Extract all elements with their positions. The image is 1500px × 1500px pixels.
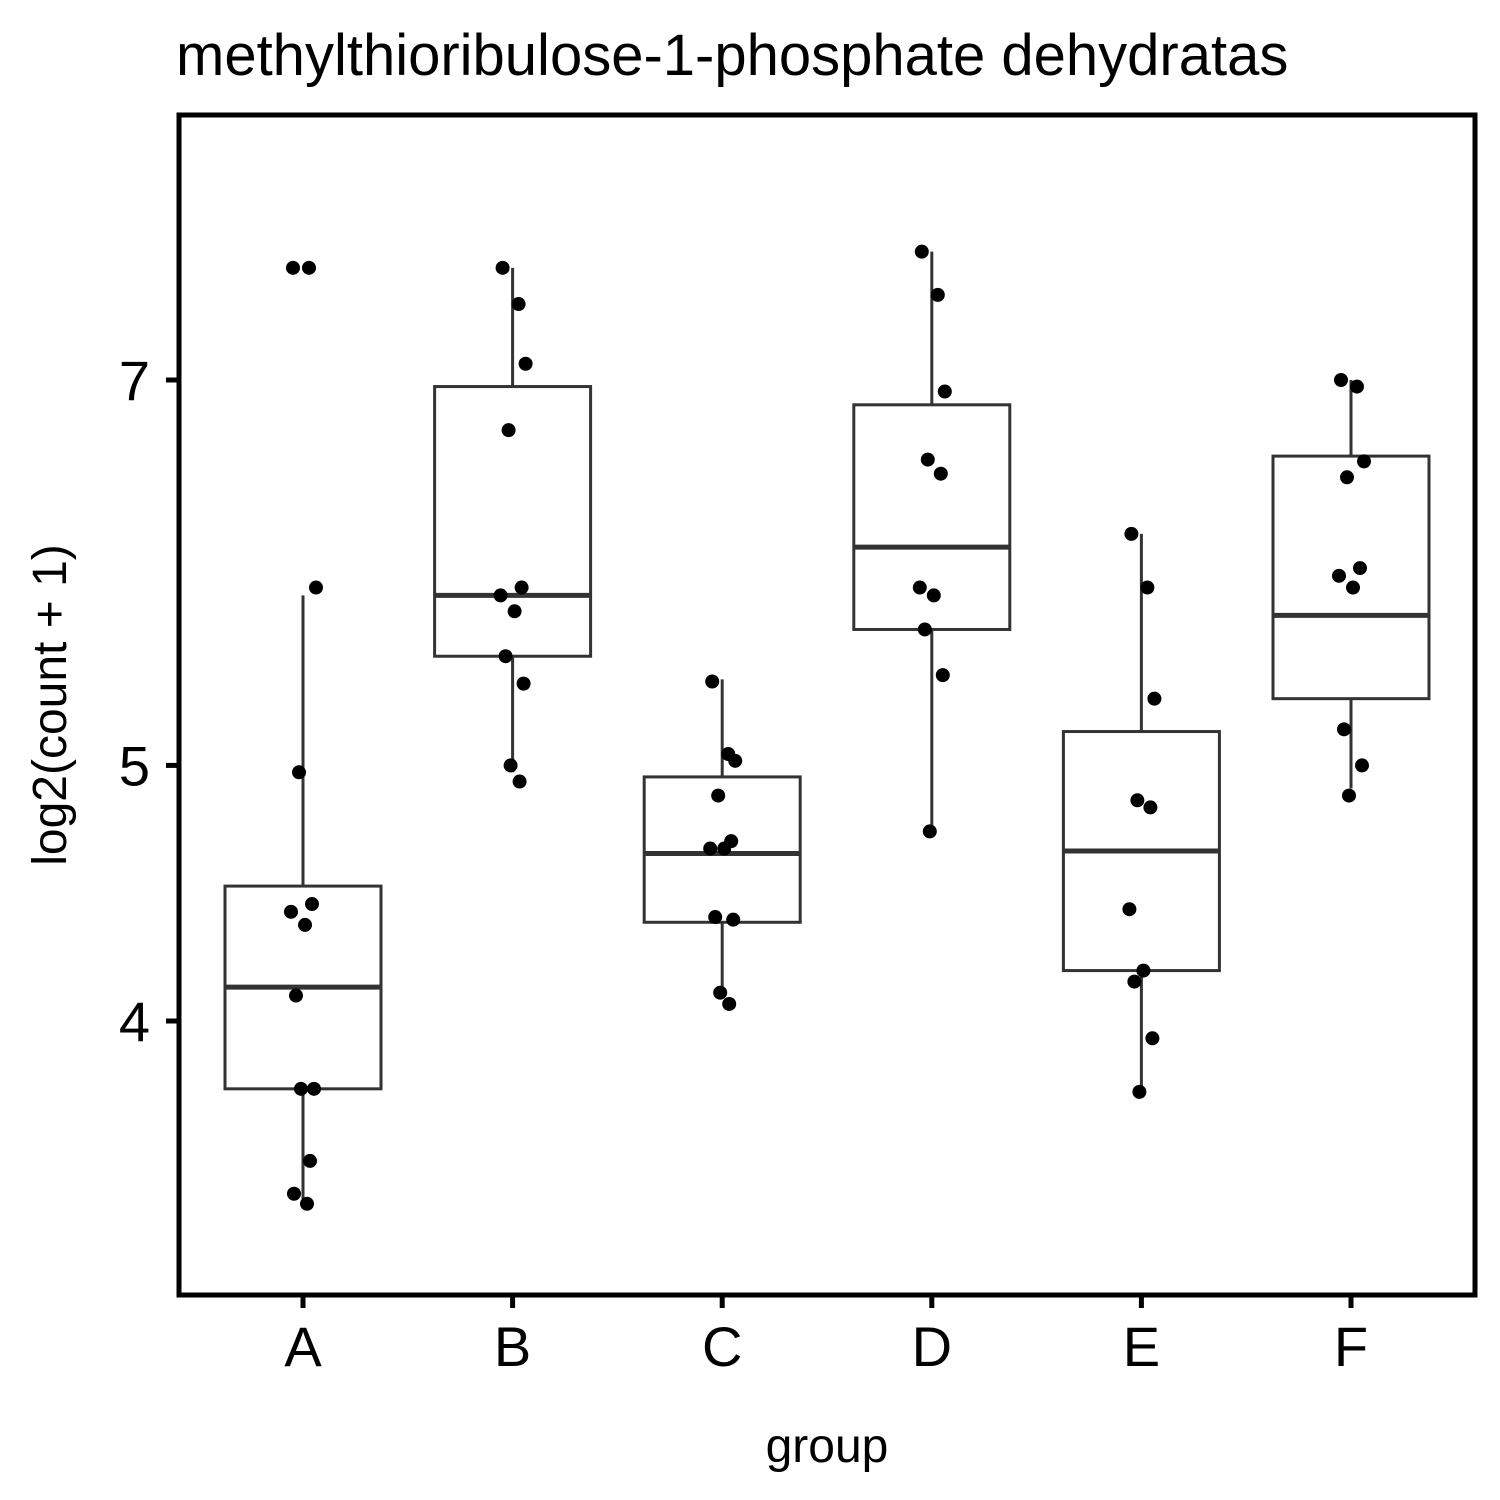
point-D [922,824,937,839]
point-F [1346,580,1360,595]
point-C [713,985,728,1000]
point-C [728,753,743,768]
point-B [516,676,531,691]
box-iqr [1271,454,1431,701]
point-F [1334,373,1348,387]
point-E [1130,793,1145,808]
point-B [498,649,513,664]
point-D [912,580,927,595]
x-axis-title: group [766,1420,889,1473]
box-E [1061,533,1221,1095]
point-A [287,1186,301,1201]
point-B [512,774,527,789]
point-D [926,588,941,603]
point-F [1355,758,1369,773]
point-D [935,668,950,683]
point-E [1124,526,1139,541]
point-C [703,841,718,856]
plot-area [223,244,1431,1211]
x-tick-label: F [1334,1315,1368,1378]
point-B [507,604,522,619]
point-F [1353,561,1367,576]
point-C [711,788,726,803]
y-axis-title: log2(count + 1) [24,544,77,866]
point-E [1127,974,1142,989]
point-D [914,244,929,259]
point-A [289,988,303,1003]
point-B [501,423,516,438]
y-tick-label: 4 [119,990,150,1053]
point-A [307,1081,321,1096]
point-B [514,580,529,595]
box-F [1271,380,1431,789]
box-C [642,679,802,999]
point-A [286,260,300,275]
point-E [1132,1084,1147,1099]
point-F [1350,379,1364,394]
y-tick-label: 5 [119,734,150,797]
point-C [705,674,720,689]
x-tick-label: A [284,1315,322,1378]
point-C [708,910,723,925]
point-B [503,758,518,773]
x-tick-label: C [702,1315,742,1378]
point-C [722,996,737,1011]
x-axis: A B C D E F [284,1295,1368,1378]
x-tick-label: D [912,1315,952,1378]
box-D [852,251,1012,832]
point-A [298,917,312,932]
x-tick-label: B [494,1315,531,1378]
point-F [1342,788,1356,803]
point-C [717,841,732,856]
point-A [309,580,323,595]
point-D [937,384,952,399]
y-tick-label: 7 [119,349,150,412]
point-A [302,260,316,275]
point-A [303,1153,317,1168]
plot-frame [176,112,1478,1298]
point-F [1357,454,1371,469]
point-C [726,912,741,927]
point-E [1140,580,1155,595]
point-D [933,466,948,481]
box-B [433,267,593,773]
y-axis: 4 5 7 [119,349,179,1053]
point-E [1143,800,1158,815]
box-A [223,595,383,1204]
chart-title: methylthioribulose-1-phosphate dehydrata… [176,23,1288,88]
point-A [294,1081,308,1096]
point-E [1136,963,1151,978]
point-D [930,287,945,302]
point-D [920,452,935,467]
point-D [917,622,932,637]
point-A [284,904,298,919]
point-B [493,588,508,603]
point-B [511,297,526,312]
x-tick-label: E [1123,1315,1160,1378]
point-F [1340,470,1354,485]
point-F [1337,722,1351,737]
point-A [292,765,306,780]
point-F [1332,568,1346,583]
point-B [495,260,510,275]
point-E [1147,691,1162,706]
point-A [305,897,319,912]
point-E [1145,1031,1160,1046]
point-E [1122,902,1137,917]
point-B [518,356,533,371]
point-A [300,1196,314,1211]
